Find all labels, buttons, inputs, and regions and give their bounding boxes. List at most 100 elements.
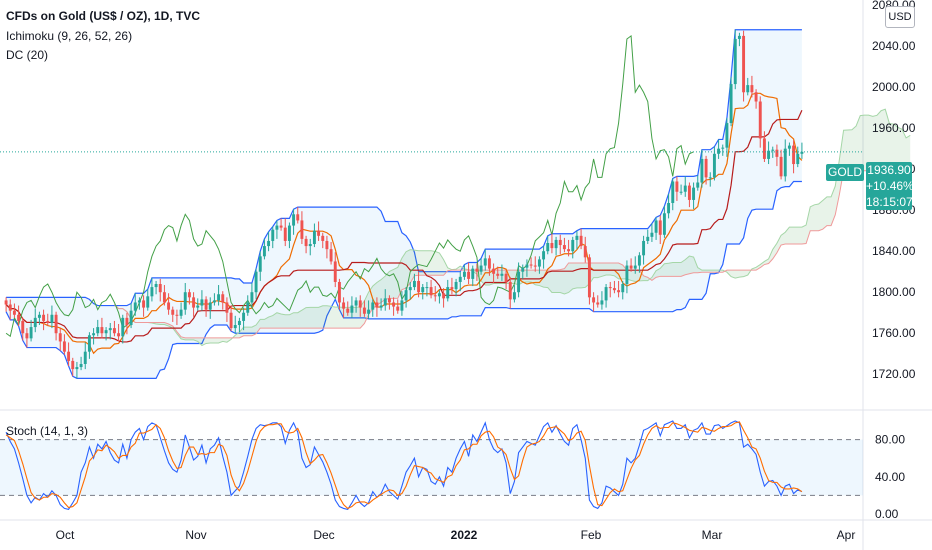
time-tick-label: Nov	[185, 528, 206, 542]
candle-body	[562, 245, 566, 250]
candle-body	[250, 292, 254, 303]
candle-body	[692, 187, 696, 200]
stoch-band-fill	[0, 439, 863, 496]
candle-body	[142, 300, 146, 308]
candle-body	[117, 333, 121, 337]
candle-body	[354, 300, 358, 306]
candle-body	[4, 300, 8, 305]
donchian-legend[interactable]: DC (20)	[6, 48, 49, 62]
candle-body	[725, 123, 729, 148]
candle-body	[392, 302, 396, 307]
candle-body	[262, 246, 266, 257]
candle-body	[708, 177, 712, 179]
candle-body	[504, 273, 508, 282]
candle-body	[737, 35, 741, 39]
candle-body	[287, 225, 291, 241]
ichimoku-base-line	[5, 109, 803, 343]
candle-body	[462, 271, 466, 277]
candle-body	[679, 191, 683, 193]
candle-body	[37, 314, 41, 318]
candle-body	[446, 287, 450, 299]
candle-body	[150, 287, 154, 297]
candle-body	[471, 268, 475, 279]
donchian-upper	[6, 29, 802, 307]
candle-body	[312, 230, 316, 245]
candle-body	[533, 265, 537, 267]
candle-body	[475, 268, 479, 272]
candle-body	[21, 320, 25, 334]
candle-body	[454, 281, 458, 290]
candle-body	[567, 249, 571, 252]
candle-body	[500, 273, 504, 276]
candle-body	[796, 153, 800, 165]
candle-body	[96, 327, 100, 334]
candle-body	[592, 297, 596, 303]
candle-body	[583, 246, 587, 258]
candle-body	[575, 235, 579, 240]
candle-body	[621, 284, 625, 293]
candle-body	[550, 243, 554, 249]
candle-body	[279, 225, 283, 228]
candle-body	[8, 304, 12, 311]
last-price-tag: 1936.90 +10.46% 18:15:07	[866, 162, 914, 210]
candle-body	[350, 305, 354, 313]
candle-body	[787, 145, 791, 149]
candle-body	[100, 327, 104, 334]
candle-body	[792, 145, 796, 165]
candle-body	[496, 273, 500, 276]
candle-body	[54, 314, 58, 334]
candle-body	[271, 229, 275, 241]
candle-body	[396, 306, 400, 311]
candle-body	[192, 297, 196, 308]
candle-body	[183, 292, 187, 310]
price-tick-label: 2000.00	[872, 80, 916, 94]
candle-body	[637, 255, 641, 266]
candle-body	[254, 271, 258, 293]
candle-body	[83, 351, 87, 364]
chart-title: CFDs on Gold (US$ / OZ), 1D, TVC	[6, 9, 201, 23]
time-tick-label: Feb	[581, 528, 602, 542]
candle-body	[42, 314, 46, 321]
candle-body	[671, 181, 675, 204]
candle-body	[208, 302, 212, 310]
time-tick-label: Apr	[837, 528, 856, 542]
candle-body	[225, 302, 229, 313]
candle-body	[308, 244, 312, 247]
candle-body	[487, 258, 491, 269]
ichimoku-legend[interactable]: Ichimoku (9, 26, 52, 26)	[6, 29, 133, 43]
candle-body	[112, 328, 116, 334]
candle-body	[425, 287, 429, 289]
candle-body	[554, 239, 558, 249]
candle-body	[346, 308, 350, 313]
candle-body	[79, 363, 83, 368]
candle-body	[242, 312, 246, 321]
candle-body	[558, 239, 562, 246]
donchian-lower	[5, 180, 802, 379]
bar-countdown-value: 18:15:07	[866, 195, 913, 209]
candle-body	[50, 314, 54, 323]
candle-body	[608, 287, 612, 289]
candle-body	[125, 317, 129, 326]
candle-body	[200, 299, 204, 306]
candle-body	[667, 203, 671, 214]
candle-body	[58, 333, 62, 342]
candle-body	[342, 302, 346, 309]
candle-body	[62, 341, 66, 352]
candle-body	[717, 148, 721, 154]
candle-body	[571, 239, 575, 252]
candle-body	[642, 240, 646, 256]
candle-body	[129, 310, 133, 326]
candle-body	[604, 287, 608, 301]
candle-body	[137, 300, 141, 303]
candle-body	[267, 240, 271, 247]
stoch-legend[interactable]: Stoch (14, 1, 3)	[6, 424, 89, 438]
candle-body	[171, 309, 175, 315]
candle-body	[783, 148, 787, 177]
candle-body	[525, 264, 529, 268]
candle-body	[712, 153, 716, 178]
currency-button[interactable]: USD	[885, 6, 915, 28]
candle-body	[479, 265, 483, 272]
candle-body	[196, 305, 200, 308]
candle-body	[337, 281, 341, 303]
